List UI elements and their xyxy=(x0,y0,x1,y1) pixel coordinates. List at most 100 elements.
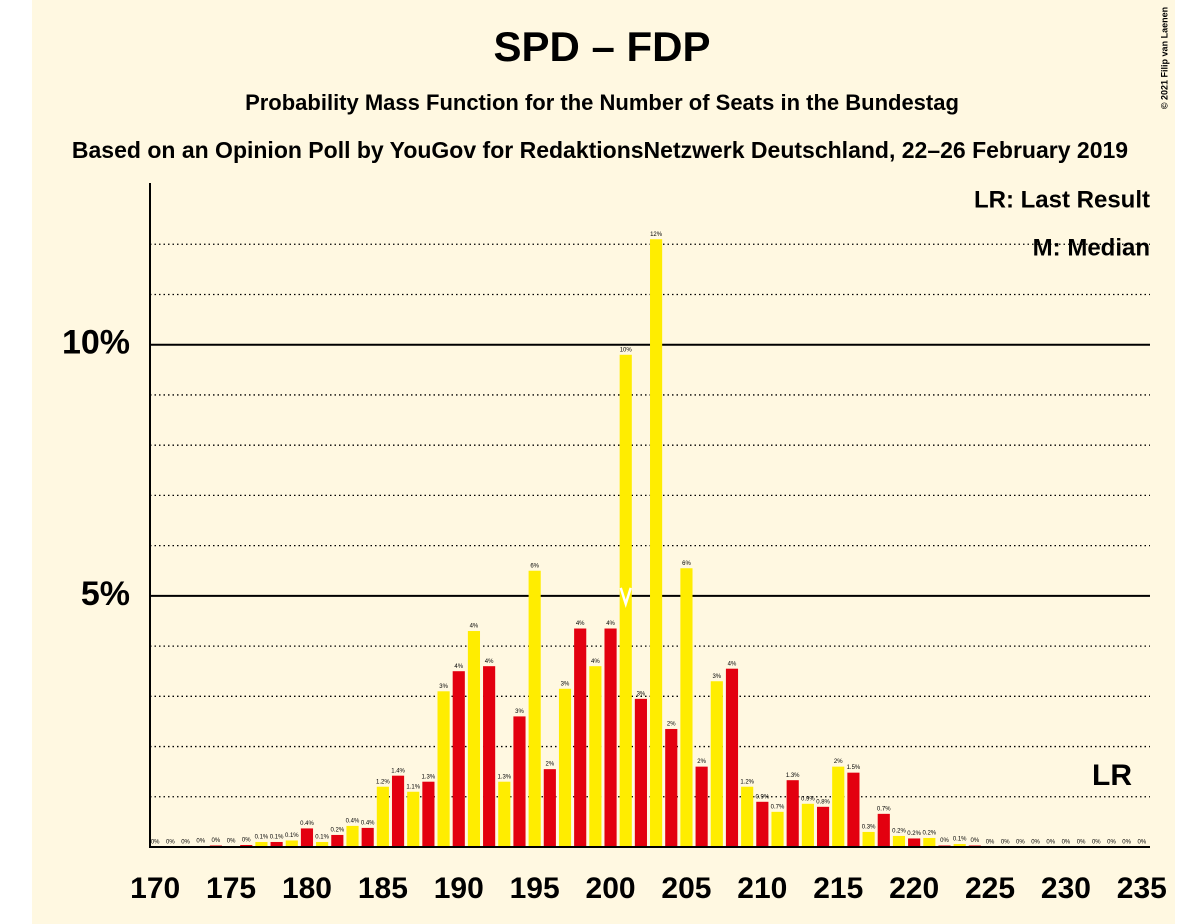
value-label: 0% xyxy=(212,838,221,844)
value-label: 0.7% xyxy=(877,806,891,812)
value-label: 1.3% xyxy=(497,774,511,780)
x-tick-label: 175 xyxy=(206,872,256,905)
value-label: 10% xyxy=(620,347,633,353)
bar xyxy=(756,801,769,847)
value-label: 0% xyxy=(196,839,205,845)
bar xyxy=(832,766,845,847)
value-label: 0.2% xyxy=(330,828,344,834)
value-label: 0.1% xyxy=(953,837,967,843)
bar xyxy=(346,825,359,847)
value-label: 0% xyxy=(1031,840,1040,846)
x-tick-label: 220 xyxy=(889,872,939,905)
bar xyxy=(528,570,541,847)
value-label: 0% xyxy=(166,840,175,846)
bar xyxy=(574,628,587,847)
subtitle: Probability Mass Function for the Number… xyxy=(245,90,959,115)
bar xyxy=(376,786,389,847)
bar xyxy=(877,813,890,847)
value-label: 1.3% xyxy=(786,773,800,779)
value-label: 0% xyxy=(227,839,236,845)
value-label: 0.9% xyxy=(801,796,815,802)
bar xyxy=(725,668,739,847)
value-label: 6% xyxy=(530,563,539,569)
value-label: 0% xyxy=(1062,840,1071,846)
x-tick-label: 210 xyxy=(737,872,787,905)
bar xyxy=(452,671,465,847)
bar xyxy=(589,666,602,847)
value-label: 4% xyxy=(591,659,600,665)
value-label: 0% xyxy=(1092,840,1101,846)
value-label: 0% xyxy=(1077,840,1086,846)
median-marker xyxy=(619,587,632,609)
bar xyxy=(498,781,511,847)
bar xyxy=(437,691,450,847)
source: Based on an Opinion Poll by YouGov for R… xyxy=(72,137,1128,163)
value-label: 0.1% xyxy=(255,835,269,841)
value-label: 0% xyxy=(940,838,949,844)
value-label: 3% xyxy=(515,709,524,715)
value-label: 1.5% xyxy=(847,765,861,771)
value-label: 4% xyxy=(728,661,737,667)
bar xyxy=(285,840,298,847)
x-tick-label: 200 xyxy=(586,872,636,905)
value-label: 2% xyxy=(834,759,843,765)
value-label: 1.2% xyxy=(376,779,390,785)
value-label: 2% xyxy=(697,759,706,765)
chart-title: SPD – FDP xyxy=(493,23,710,70)
last-result-label: LR xyxy=(1092,759,1132,792)
value-label: 0.2% xyxy=(922,831,936,837)
value-label: 0.4% xyxy=(300,821,314,827)
value-label: 4% xyxy=(485,659,494,665)
value-label: 0.7% xyxy=(771,804,785,810)
bar xyxy=(923,837,936,847)
value-label: 0.1% xyxy=(285,833,299,839)
bar xyxy=(786,780,799,847)
value-label: 1.1% xyxy=(406,784,420,790)
value-label: 1.2% xyxy=(740,779,754,785)
value-label: 0% xyxy=(986,840,995,846)
value-label: 4% xyxy=(454,664,463,670)
bar xyxy=(270,841,283,847)
value-label: 4% xyxy=(470,624,479,630)
value-label: 6% xyxy=(682,561,691,567)
x-tick-label: 235 xyxy=(1117,872,1167,905)
value-label: 12% xyxy=(650,232,663,238)
legend-lr: LR: Last Result xyxy=(974,186,1150,213)
bar xyxy=(543,769,556,847)
bar xyxy=(391,775,405,847)
bar xyxy=(953,843,966,847)
bar xyxy=(710,681,723,847)
value-label: 4% xyxy=(606,621,615,627)
bar xyxy=(316,841,329,847)
bar xyxy=(801,803,814,847)
value-label: 0% xyxy=(971,838,980,844)
value-label: 0% xyxy=(1107,840,1116,846)
value-label: 3% xyxy=(439,684,448,690)
bar xyxy=(483,666,496,847)
bar xyxy=(771,811,784,847)
bar xyxy=(467,631,481,847)
bar xyxy=(361,827,374,847)
value-label: 3% xyxy=(637,691,646,697)
bar xyxy=(741,786,754,847)
value-label: 0.1% xyxy=(315,835,329,841)
bar xyxy=(892,835,906,847)
bar xyxy=(650,239,663,847)
value-label: 0% xyxy=(242,838,251,844)
bar xyxy=(695,766,708,847)
value-label: 0% xyxy=(181,840,190,846)
bar xyxy=(908,838,921,847)
value-label: 0.4% xyxy=(361,820,375,826)
y-tick-label: 5% xyxy=(81,575,130,613)
bar xyxy=(300,828,314,847)
bar xyxy=(680,568,693,847)
bar xyxy=(255,841,268,847)
value-label: 0.2% xyxy=(907,831,921,837)
value-label: 3% xyxy=(712,674,721,680)
value-label: 3% xyxy=(561,681,570,687)
value-label: 0% xyxy=(1001,840,1010,846)
value-label: 2% xyxy=(667,722,676,728)
copyright: © 2021 Filip van Laenen xyxy=(1159,7,1169,109)
value-label: 0% xyxy=(1122,840,1131,846)
